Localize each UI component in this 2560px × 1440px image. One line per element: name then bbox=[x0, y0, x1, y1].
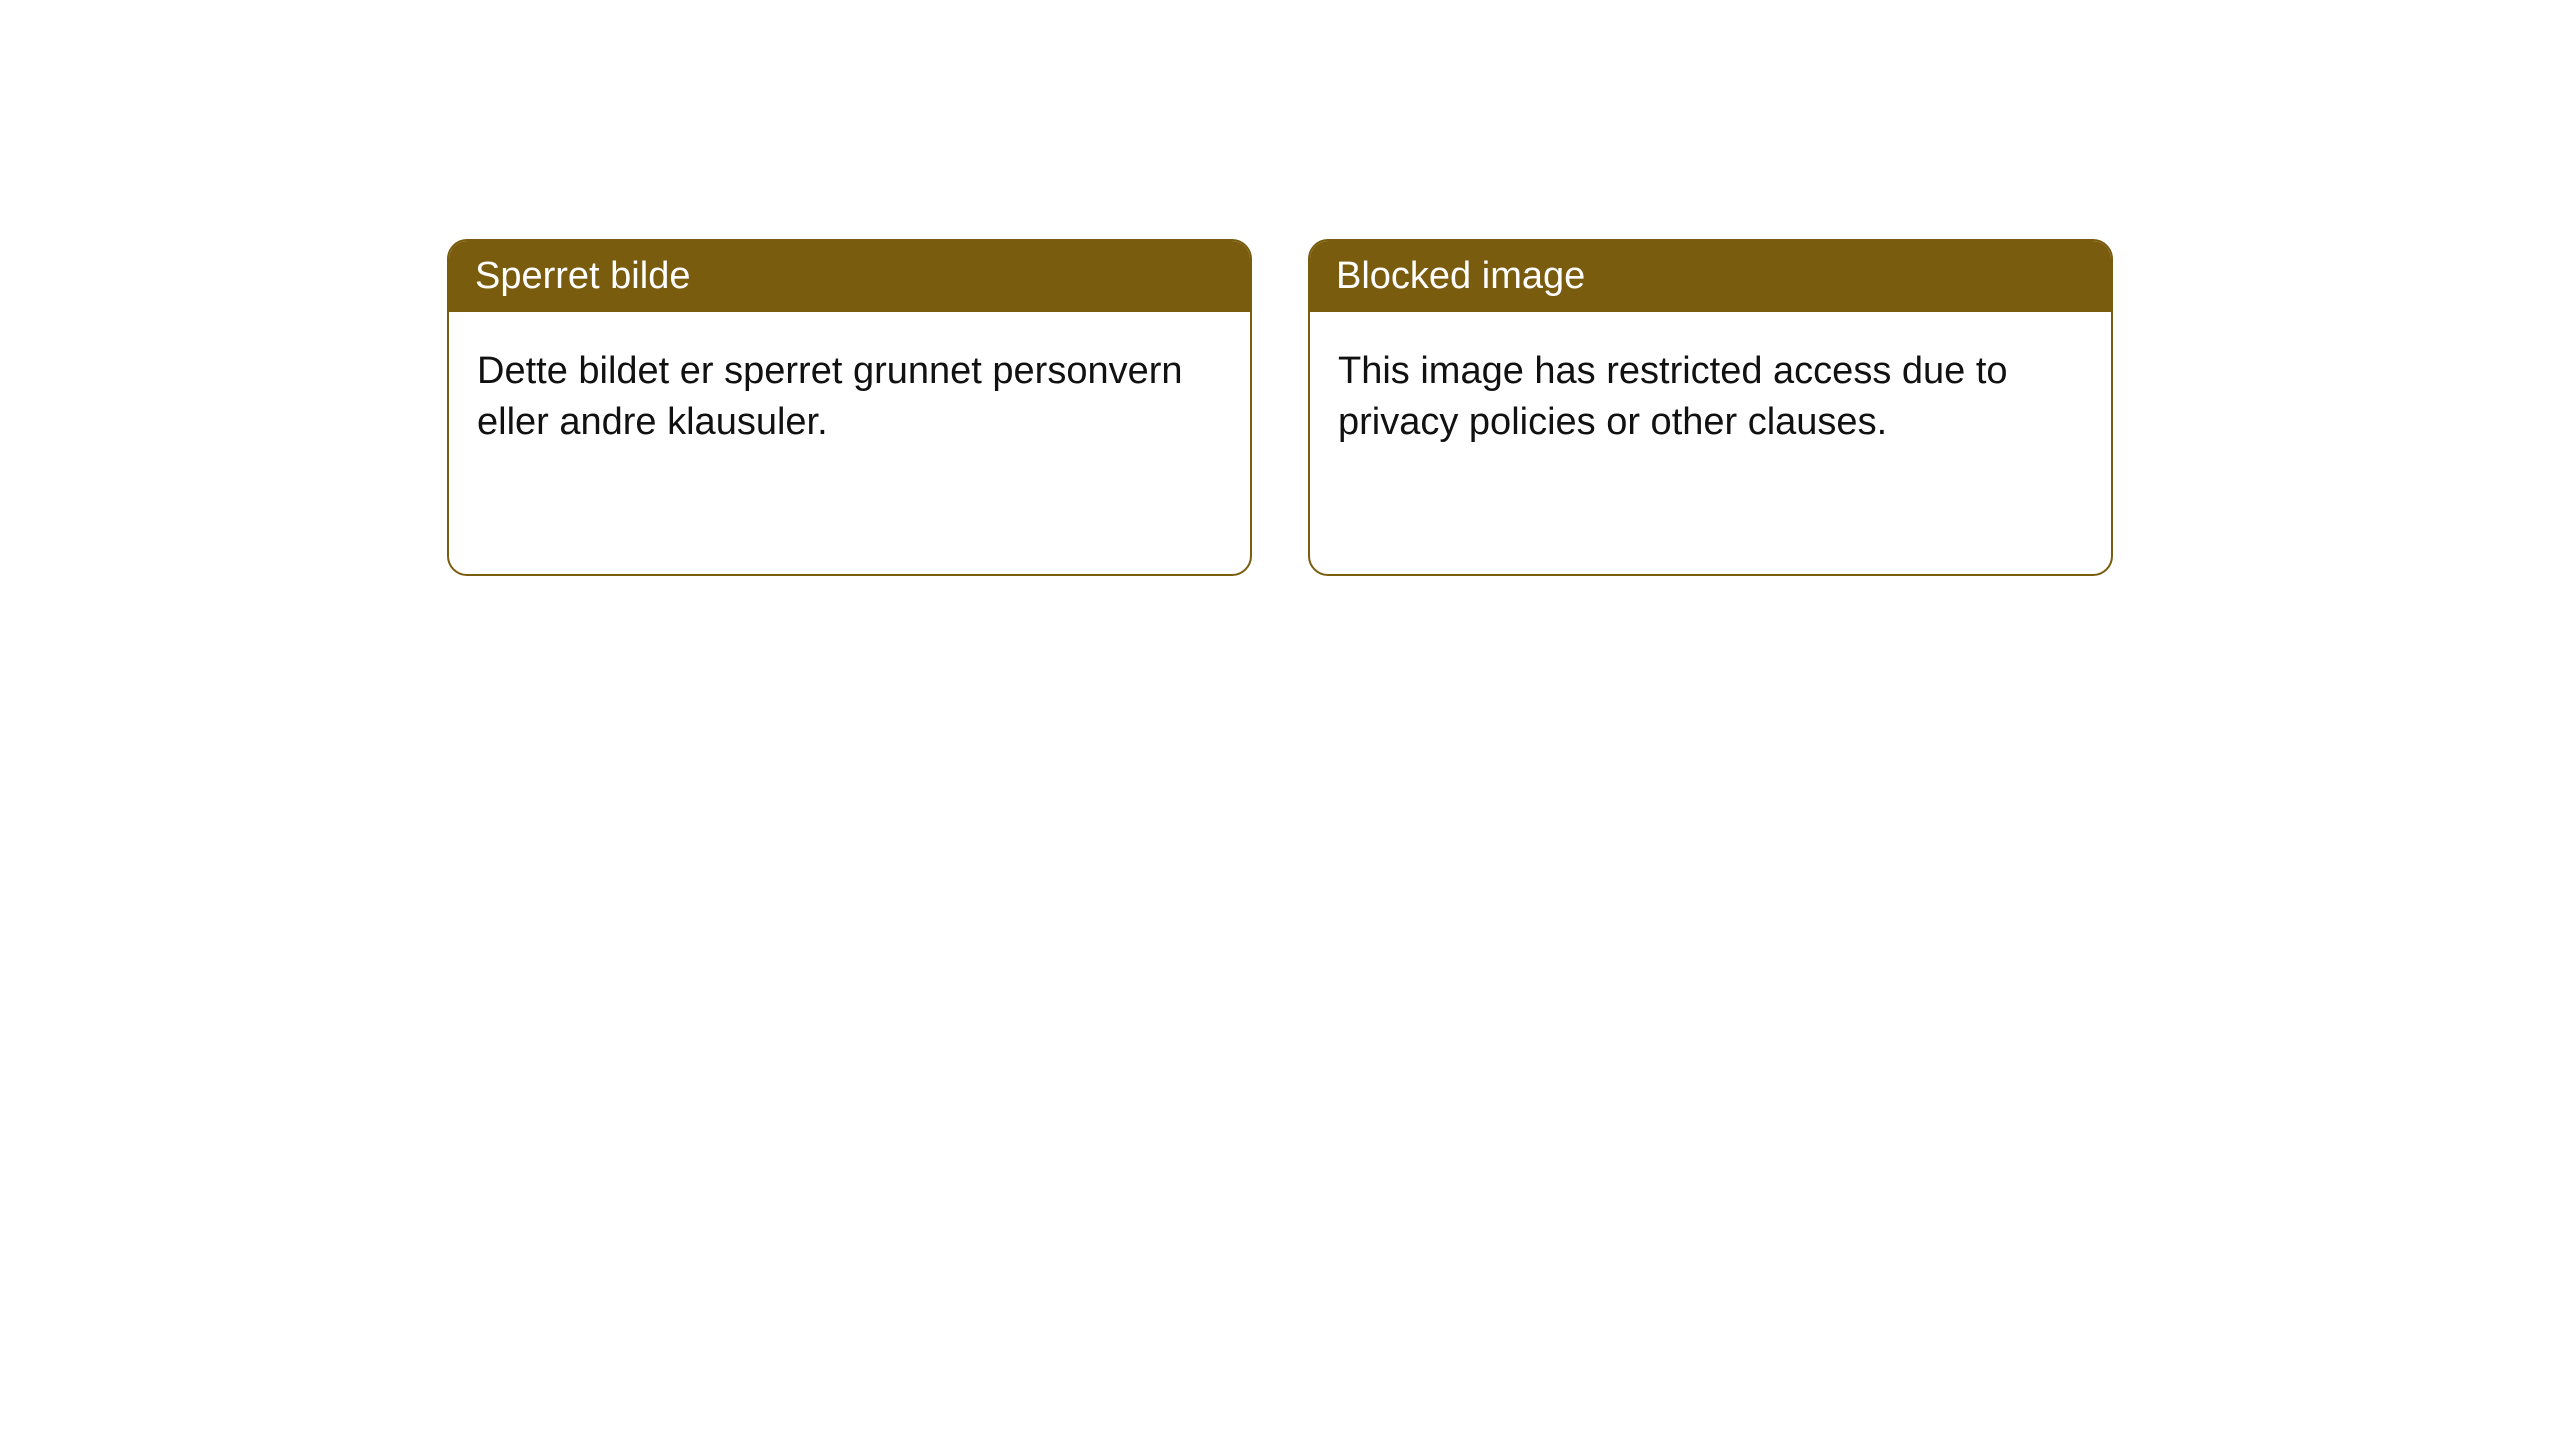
notice-card-text: Dette bildet er sperret grunnet personve… bbox=[477, 350, 1183, 443]
notice-card-title: Blocked image bbox=[1336, 255, 1585, 297]
notice-card-body: Dette bildet er sperret grunnet personve… bbox=[449, 312, 1250, 483]
notice-card-title: Sperret bilde bbox=[475, 255, 690, 297]
notice-container: Sperret bilde Dette bildet er sperret gr… bbox=[0, 0, 2560, 576]
notice-card-header: Sperret bilde bbox=[449, 241, 1250, 312]
notice-card-header: Blocked image bbox=[1310, 241, 2111, 312]
notice-card-body: This image has restricted access due to … bbox=[1310, 312, 2111, 483]
notice-card-text: This image has restricted access due to … bbox=[1338, 350, 2008, 443]
notice-card-english: Blocked image This image has restricted … bbox=[1308, 239, 2113, 576]
notice-card-norwegian: Sperret bilde Dette bildet er sperret gr… bbox=[447, 239, 1252, 576]
